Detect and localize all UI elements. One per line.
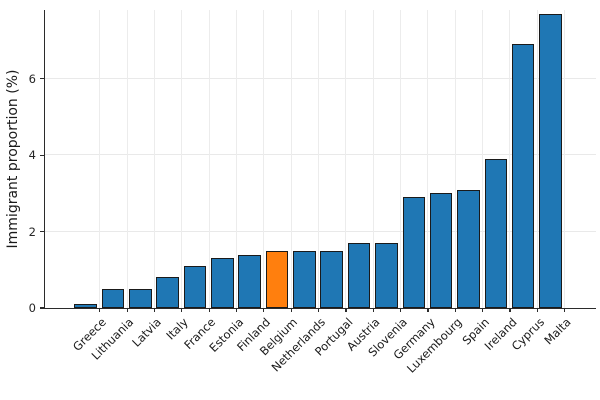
bar-germany [402,197,425,308]
bar-latvia [129,288,152,308]
vertical-gridline [263,10,265,308]
horizontal-gridline [45,77,596,79]
bar-finland [238,254,261,308]
y-axis-tick [40,78,44,80]
y-axis-tick [40,307,44,309]
vertical-gridline [208,10,210,308]
y-axis-tick-label: 6 [28,71,36,86]
bar-malta [539,13,562,308]
vertical-gridline [290,10,292,308]
x-axis-tick [345,308,347,312]
x-axis-label-malta: Malta [541,315,575,348]
bar-estonia [211,258,234,308]
vertical-gridline [235,10,237,308]
x-axis-label-latvia: Latvia [129,315,164,350]
vertical-gridline [372,10,374,308]
vertical-gridline [99,10,101,308]
x-axis-tick [427,308,429,312]
vertical-gridline [126,10,128,308]
x-axis-tick [318,308,320,312]
x-axis-tick [263,308,265,312]
bar-ireland [484,159,508,308]
bar-portugal [320,250,343,308]
vertical-gridline [153,10,155,308]
x-axis-tick [509,308,511,312]
y-axis-tick [40,154,44,156]
vertical-gridline [345,10,347,308]
bar-slovenia [375,243,398,308]
vertical-gridline [509,10,511,308]
vertical-gridline [427,10,429,308]
x-axis-tick [536,308,538,312]
x-axis-tick [99,308,101,312]
bar-belgium [265,250,289,308]
x-axis-tick [564,308,566,312]
bar-cyprus [511,44,535,308]
vertical-gridline [454,10,456,308]
x-axis-tick [208,308,210,312]
vertical-gridline [564,10,566,308]
x-axis-tick [181,308,183,312]
bar-austria [347,243,371,308]
vertical-gridline [318,10,319,308]
x-axis-tick [235,308,238,312]
vertical-gridline [536,10,538,308]
y-axis-tick-label: 0 [28,301,36,315]
bar-netherlands [293,250,316,308]
bar-lithuania [101,288,125,308]
bar-luxembourg [429,193,453,308]
vertical-gridline [400,10,402,308]
horizontal-gridline [45,154,596,156]
x-axis-tick [400,308,402,312]
bar-greece [74,304,97,308]
x-axis-tick [153,308,156,312]
x-axis-tick [372,308,374,312]
bar-france [183,265,207,308]
x-axis-tick [126,308,128,312]
horizontal-gridline [45,230,596,232]
y-axis-tick-label: 4 [28,148,36,163]
y-axis-tick-label: 2 [28,224,36,239]
vertical-gridline [181,10,183,308]
bar-spain [457,189,480,308]
vertical-gridline [482,10,484,308]
x-axis-tick [482,308,484,312]
y-axis-title: Immigrant proportion (%) [5,69,21,249]
y-axis-tick [40,231,44,233]
x-axis-tick [454,308,456,312]
x-axis-tick [290,308,292,312]
plot-area: 0 2 4 6 Greece Lithuania Latvia Italy France Esto… [29,10,596,376]
bar-italy [156,277,179,308]
